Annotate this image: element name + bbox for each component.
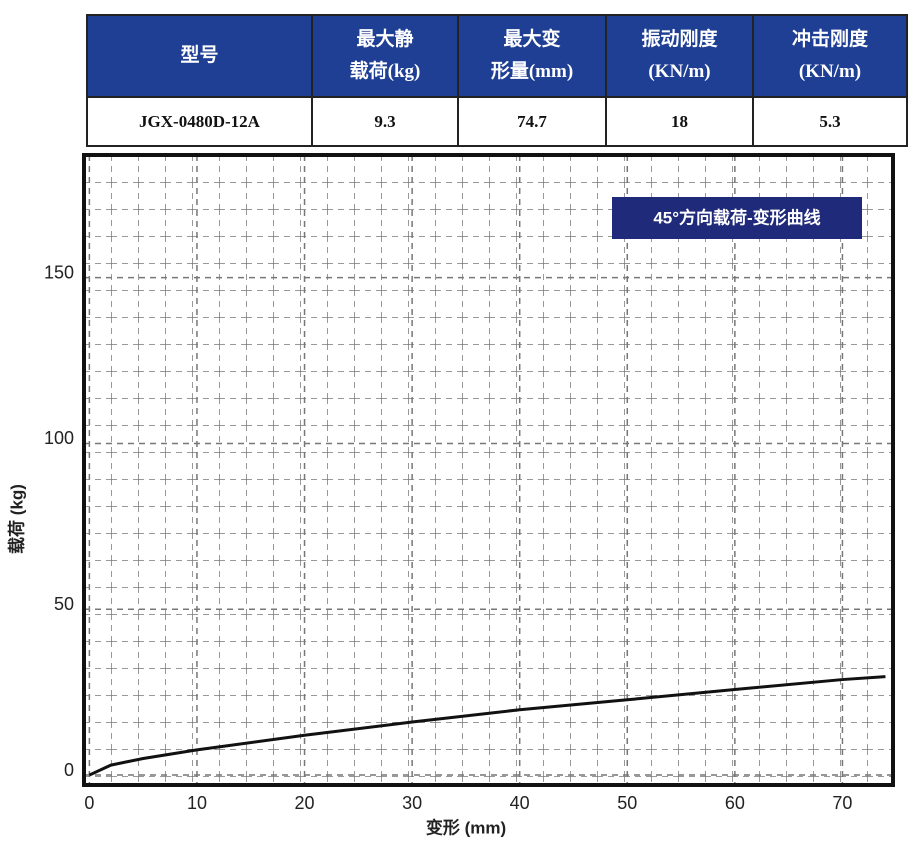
y-axis-label: 载荷 (kg) <box>6 484 26 554</box>
annotation: 45°方向载荷-变形曲线 <box>653 207 820 227</box>
minor-grid <box>84 155 893 785</box>
y-tick-label: 50 <box>54 594 74 614</box>
x-tick-label: 60 <box>725 793 745 813</box>
header-cell: 型号 <box>86 14 313 98</box>
header-text: (KN/m) <box>648 61 711 82</box>
x-tick-label: 50 <box>617 793 637 813</box>
header-text: 最大变 <box>503 29 561 50</box>
cell: 9.3 <box>311 96 459 147</box>
x-tick-label: 70 <box>832 793 852 813</box>
header-text: 型号 <box>180 45 219 66</box>
header-text: (KN/m) <box>798 61 862 82</box>
header-text: 冲击刚度 <box>791 29 868 50</box>
header-text: 形量(mm) <box>490 61 574 82</box>
x-tick-label: 40 <box>510 793 530 813</box>
data-line <box>88 675 886 777</box>
data-row: JGX-0480D-12A 9.3 74.7 18 5.3 <box>86 96 908 147</box>
header-cell: 冲击刚度 (KN/m) <box>752 14 908 98</box>
header-text: 最大静 <box>356 29 414 50</box>
cell: 74.7 <box>457 96 607 147</box>
cell: 18 <box>605 96 754 147</box>
header-cell: 振动刚度 (KN/m) <box>605 14 754 98</box>
y-tick-label: 100 <box>44 428 74 448</box>
spec-table: 型号 最大静载荷(kg) 最大变形量(mm) 振动刚度 (KN/m) 冲击刚度 (K… <box>86 14 908 147</box>
cell: 5.3 <box>752 96 908 147</box>
y-tick-label: 0 <box>64 760 74 780</box>
x-axis-label: 变形 (mm) <box>426 817 506 837</box>
header-cell: 最大静载荷(kg) <box>311 14 459 98</box>
x-tick-label: 0 <box>84 793 94 813</box>
header-text: 载荷(kg) <box>349 61 421 82</box>
cell: JGX-0480D-12A <box>86 96 313 147</box>
header-cell: 最大变形量(mm) <box>457 14 607 98</box>
plot-frame <box>82 153 895 787</box>
header-row: 型号 最大静载荷(kg) 最大变形量(mm) 振动刚度 (KN/m) 冲击刚度 (K… <box>86 14 908 98</box>
x-tick-label: 20 <box>295 793 315 813</box>
y-tick-label: 150 <box>44 262 74 282</box>
x-tick-label: 10 <box>187 793 207 813</box>
annotation-box <box>612 197 862 239</box>
x-tick-label: 30 <box>402 793 422 813</box>
header-text: 振动刚度 <box>641 29 718 50</box>
